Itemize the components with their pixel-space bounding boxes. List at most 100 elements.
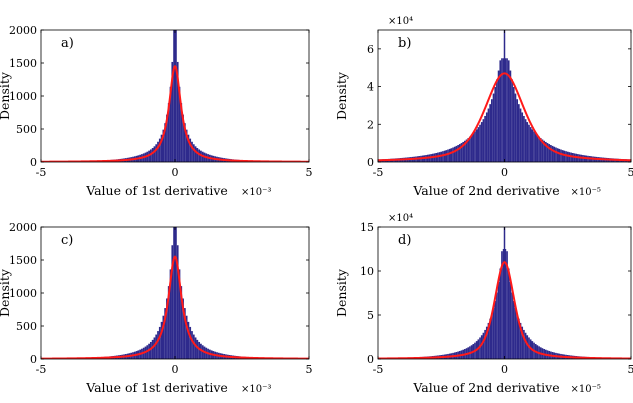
x-tick-label: 0 — [501, 166, 508, 179]
panel-label: b) — [398, 36, 411, 51]
x-multiplier-label: ×10⁻⁵ — [571, 187, 601, 198]
y-multiplier-label: ×10⁴ — [388, 16, 413, 27]
histogram-bar — [191, 331, 193, 359]
histogram-bar — [510, 71, 512, 162]
y-tick-label: 500 — [16, 320, 37, 333]
histogram-c — [41, 220, 309, 359]
y-tick-label: 2000 — [9, 221, 37, 234]
histogram-bar — [525, 119, 527, 162]
histogram-bar — [558, 149, 560, 162]
y-tick-label: 1000 — [9, 287, 37, 300]
histogram-bar — [484, 116, 486, 162]
histogram-bar — [523, 116, 525, 162]
histogram-bar — [444, 151, 446, 162]
y-tick-label: 0 — [30, 156, 37, 169]
histogram-b — [378, 23, 631, 162]
y-tick-label: 4 — [367, 81, 374, 94]
histogram-bar — [564, 151, 566, 162]
histogram-bar — [469, 137, 471, 162]
histogram-bar — [521, 112, 523, 162]
histogram-bar — [479, 125, 481, 162]
histogram-bar — [535, 133, 537, 162]
histogram-bar — [513, 87, 515, 162]
histogram-bar — [510, 282, 512, 359]
y-tick-label: 10 — [360, 265, 374, 278]
histogram-bar — [440, 152, 442, 162]
y-tick-label: 2000 — [9, 24, 37, 37]
histogram-bar — [494, 87, 496, 162]
histogram-bar — [474, 131, 476, 162]
histogram-bar — [565, 151, 567, 162]
histogram-bar — [486, 112, 488, 162]
panel-label: c) — [61, 233, 73, 248]
histogram-bar — [152, 340, 154, 359]
histogram-bar — [442, 151, 444, 162]
histogram-bar — [528, 125, 530, 162]
x-tick-label: 5 — [306, 363, 313, 376]
histogram-d — [378, 220, 631, 359]
y-tick-label: 6 — [367, 43, 374, 56]
y-tick-label: 500 — [16, 123, 37, 136]
y-tick-label: 0 — [30, 353, 37, 366]
histogram-bar — [498, 71, 500, 162]
histogram-bar — [516, 99, 518, 162]
histogram-bar — [537, 135, 539, 162]
histogram-bar — [193, 335, 195, 359]
x-multiplier-label: ×10⁻⁵ — [571, 384, 601, 395]
histogram-bar — [193, 144, 195, 162]
x-tick-label: -5 — [373, 363, 384, 376]
histogram-bar — [494, 301, 496, 359]
histogram-bar — [515, 94, 517, 162]
x-tick-label: -5 — [36, 363, 47, 376]
y-axis-label: Density — [334, 268, 349, 317]
histogram-bar — [491, 99, 493, 162]
histogram-bar — [452, 148, 454, 162]
histogram-bar — [562, 150, 564, 162]
histogram-bar — [567, 152, 569, 162]
histogram-bar — [150, 149, 152, 162]
histogram-bar — [483, 333, 485, 359]
histogram-bar — [198, 149, 200, 162]
y-multiplier-label: ×10⁴ — [388, 213, 413, 224]
histogram-bar — [557, 148, 559, 162]
histogram-bar — [526, 335, 528, 359]
histogram-bar — [478, 127, 480, 162]
x-tick-label: -5 — [373, 166, 384, 179]
y-tick-label: 1500 — [9, 57, 37, 70]
histogram-bar — [526, 122, 528, 162]
histogram-bar — [555, 148, 557, 162]
histogram-bar — [488, 109, 490, 162]
histogram-bar — [456, 146, 458, 162]
histogram-bar — [560, 150, 562, 162]
y-tick-label: 15 — [360, 221, 374, 234]
histogram-bar — [150, 342, 152, 359]
histogram-bar — [196, 340, 198, 359]
histogram-bar — [530, 127, 532, 162]
x-axis-label: Value of 1st derivative — [85, 183, 228, 198]
histogram-bar — [155, 144, 157, 162]
histogram-bar — [195, 337, 197, 359]
histogram-a — [41, 23, 309, 162]
y-axis-label: Density — [0, 71, 12, 120]
y-axis-label: Density — [0, 268, 12, 317]
y-tick-label: 0 — [367, 353, 374, 366]
histogram-bar — [550, 145, 552, 162]
panel-label: d) — [398, 233, 411, 248]
x-tick-label: 0 — [501, 363, 508, 376]
x-tick-label: 5 — [628, 166, 633, 179]
histogram-bar — [493, 308, 495, 359]
histogram-bar — [481, 335, 483, 359]
histogram-bar — [496, 292, 498, 359]
histogram-bar — [152, 148, 154, 162]
histogram-bar — [511, 79, 513, 162]
histogram-bar — [195, 146, 197, 162]
histogram-bar — [196, 148, 198, 162]
x-multiplier-label: ×10⁻³ — [241, 384, 271, 395]
x-axis-label: Value of 2nd derivative — [412, 183, 559, 198]
